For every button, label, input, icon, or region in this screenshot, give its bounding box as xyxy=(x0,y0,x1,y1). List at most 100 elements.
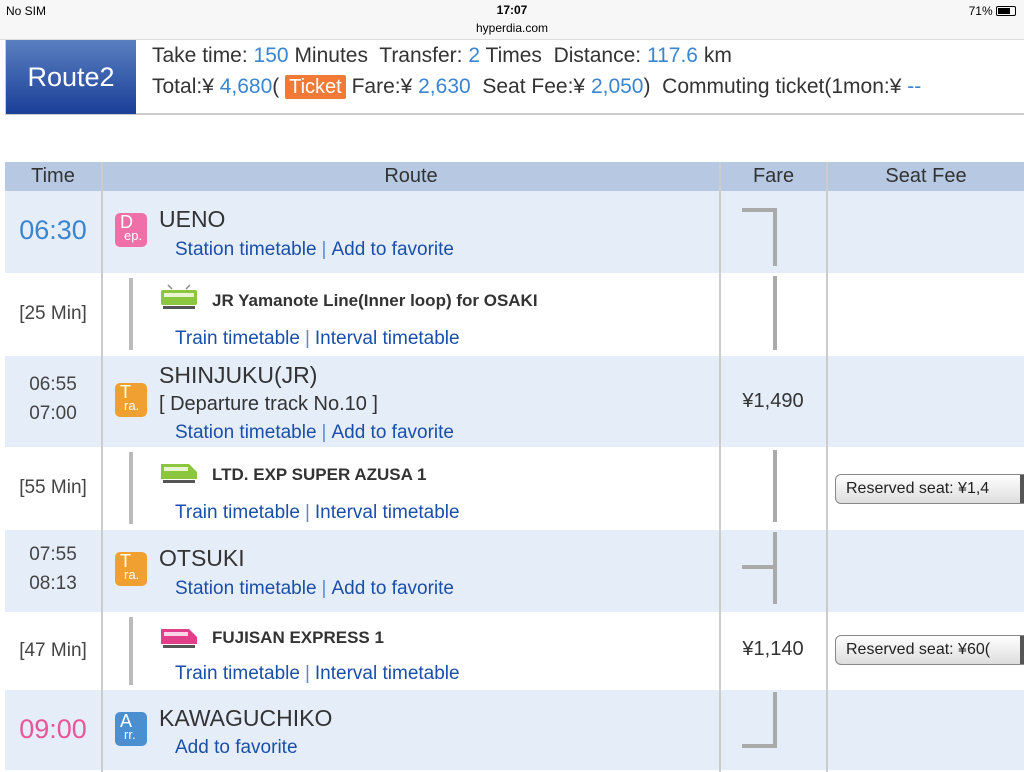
commuting-fare: -- xyxy=(907,75,922,98)
fare-connector xyxy=(773,532,777,604)
label: Distance: xyxy=(553,44,642,67)
duration: [55 Min] xyxy=(19,477,87,498)
fare-connector xyxy=(742,565,775,569)
status-bar: No SIM 17:07 hyperdia.com 71% xyxy=(0,0,1024,40)
add-favorite-link[interactable]: Add to favorite xyxy=(331,578,454,599)
station-timetable-link[interactable]: Station timetable xyxy=(175,239,317,260)
battery: 71% xyxy=(969,4,1016,18)
train-line-name: JR Yamanote Line(Inner loop) for OSAKI xyxy=(212,291,538,310)
seat-fee: 2,050 xyxy=(590,75,644,98)
route-line xyxy=(129,452,133,524)
summary-line-2: Total:¥ 4,680( Ticket Fare:¥ 2,630 Seat … xyxy=(152,75,921,99)
departure-time: 06:30 xyxy=(19,215,87,245)
interval-timetable-link[interactable]: Interval timetable xyxy=(314,328,460,349)
distance: 117.6 xyxy=(646,44,698,67)
interval-timetable-link[interactable]: Interval timetable xyxy=(314,502,460,523)
chevron-down-icon: ▼ xyxy=(1020,636,1024,664)
departure-time: 07:00 xyxy=(29,403,77,424)
label: ) xyxy=(643,75,651,98)
departure-track: [ Departure track No.10 ] xyxy=(159,393,378,415)
route-summary: Route2 Take time: 150 Minutes Transfer: … xyxy=(5,40,1024,115)
train-timetable-link[interactable]: Train timetable xyxy=(175,502,300,523)
label: Total:¥ xyxy=(152,75,214,98)
fare: 2,630 xyxy=(418,75,471,98)
departure-time: 08:13 xyxy=(29,573,77,594)
url-bar[interactable]: hyperdia.com xyxy=(475,21,549,35)
express-train-icon xyxy=(161,629,197,648)
chevron-down-icon: ▼ xyxy=(1020,475,1024,503)
column-divider xyxy=(719,162,721,772)
add-favorite-link[interactable]: Add to favorite xyxy=(331,239,454,260)
total-fare: 4,680 xyxy=(219,75,273,98)
segment-row: [47 Min] FUJISAN EXPRESS 1 Train timetab… xyxy=(5,612,1024,690)
segment-row: [55 Min] LTD. EXP SUPER AZUSA 1 Train ti… xyxy=(5,447,1024,530)
arrival-time: 09:00 xyxy=(19,714,87,744)
station-name: UENO xyxy=(159,206,226,232)
label: Minutes xyxy=(294,44,368,67)
station-name: KAWAGUCHIKO xyxy=(159,705,333,731)
label: Seat Fee:¥ xyxy=(482,75,586,98)
station-name: SHINJUKU(JR) xyxy=(159,362,318,388)
label: ( xyxy=(272,75,280,98)
duration: [47 Min] xyxy=(19,640,87,661)
badge-text: A xyxy=(120,711,133,731)
ticket-badge: Ticket xyxy=(285,75,346,99)
label: km xyxy=(703,44,732,67)
arrival-time: 07:55 xyxy=(29,544,77,565)
station-name: OTSUKI xyxy=(159,545,245,571)
fare-connector xyxy=(773,692,777,748)
clock: 17:07 xyxy=(496,3,528,17)
seat-fee-select[interactable]: Reserved seat: ¥60( ▼ xyxy=(835,635,1024,665)
battery-percent: 71% xyxy=(968,4,993,18)
label: Fare:¥ xyxy=(351,75,413,98)
fare-connector xyxy=(742,744,777,748)
segment-row: [25 Min] JR Yamanote Line(Inner loop) fo… xyxy=(5,273,1024,356)
badge-text: ep. xyxy=(124,228,143,243)
train-timetable-link[interactable]: Train timetable xyxy=(175,328,300,349)
battery-icon xyxy=(996,6,1016,16)
label: Transfer: xyxy=(379,44,463,67)
separator: | xyxy=(304,328,310,349)
fare-amount: ¥1,140 xyxy=(742,638,804,660)
seat-fee-select[interactable]: Reserved seat: ¥1,4 ▼ xyxy=(835,474,1024,504)
train-line-name: LTD. EXP SUPER AZUSA 1 xyxy=(212,465,427,484)
interval-timetable-link[interactable]: Interval timetable xyxy=(314,663,460,684)
separator: | xyxy=(304,663,310,684)
separator: | xyxy=(321,239,327,260)
train-icon xyxy=(161,284,197,309)
header-fare: Fare xyxy=(721,162,826,191)
train-line-name: FUJISAN EXPRESS 1 xyxy=(212,628,384,647)
fare-amount: ¥1,490 xyxy=(742,390,804,412)
column-divider xyxy=(826,162,828,772)
station-timetable-link[interactable]: Station timetable xyxy=(175,422,317,443)
selected-value: Reserved seat: ¥1,4 xyxy=(846,480,990,497)
selected-value: Reserved seat: ¥60( xyxy=(846,641,991,658)
station-timetable-link[interactable]: Station timetable xyxy=(175,578,317,599)
label: Times xyxy=(485,44,542,67)
badge-text: rr. xyxy=(124,727,136,742)
header-route: Route xyxy=(103,162,719,191)
badge-text: T xyxy=(120,382,131,402)
badge-text: T xyxy=(120,551,131,571)
arrival-time: 06:55 xyxy=(29,374,77,395)
take-time: 150 xyxy=(253,44,289,67)
fare-connector xyxy=(742,208,777,212)
fare-connector xyxy=(773,450,777,522)
add-favorite-link[interactable]: Add to favorite xyxy=(331,422,454,443)
carrier: No SIM xyxy=(6,4,47,18)
badge-text: D xyxy=(120,212,133,232)
separator: | xyxy=(304,502,310,523)
header-seat-fee: Seat Fee xyxy=(828,162,1024,191)
label: Commuting ticket(1mon:¥ xyxy=(662,75,902,98)
add-favorite-link[interactable]: Add to favorite xyxy=(175,737,298,758)
separator: | xyxy=(321,578,327,599)
header-time: Time xyxy=(5,162,101,191)
train-timetable-link[interactable]: Train timetable xyxy=(175,663,300,684)
